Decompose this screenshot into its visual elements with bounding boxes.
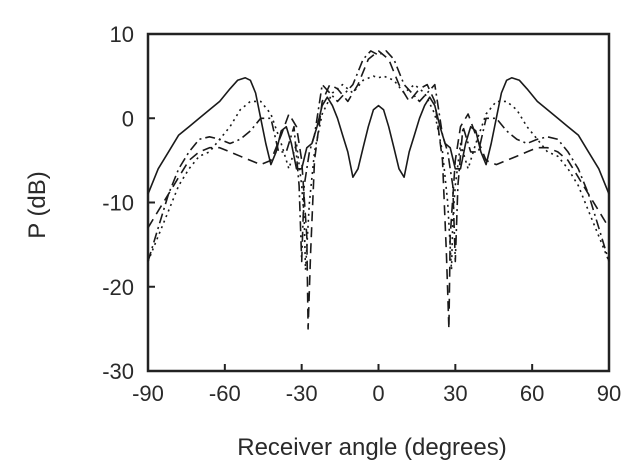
y-tick-label: -10 xyxy=(102,191,134,216)
x-axis-title: Receiver angle (degrees) xyxy=(237,434,506,461)
y-axis-title: P (dB) xyxy=(24,171,51,239)
y-tick-label: 0 xyxy=(122,106,134,131)
series-line-4 xyxy=(147,75,610,271)
x-tick-label: 30 xyxy=(443,381,467,406)
y-axis-ticks: 10 0 -10 -20 -30 xyxy=(102,22,155,384)
series-line-1 xyxy=(147,77,610,195)
plot-frame xyxy=(146,32,611,373)
x-tick-label: -30 xyxy=(286,381,318,406)
x-tick-label: -60 xyxy=(209,381,241,406)
y-tick-label: 10 xyxy=(110,22,134,47)
x-tick-label: 90 xyxy=(597,381,621,406)
y-tick-label: -30 xyxy=(102,359,134,384)
x-tick-label: -90 xyxy=(132,381,164,406)
series-line-3 xyxy=(147,50,610,263)
x-axis-ticks: -90 -60 -30 0 30 60 90 xyxy=(132,364,621,406)
series-line-2 xyxy=(147,50,610,330)
series-layer xyxy=(147,50,610,330)
x-tick-label: 60 xyxy=(520,381,544,406)
y-tick-label: -20 xyxy=(102,275,134,300)
x-tick-label: 0 xyxy=(372,381,384,406)
